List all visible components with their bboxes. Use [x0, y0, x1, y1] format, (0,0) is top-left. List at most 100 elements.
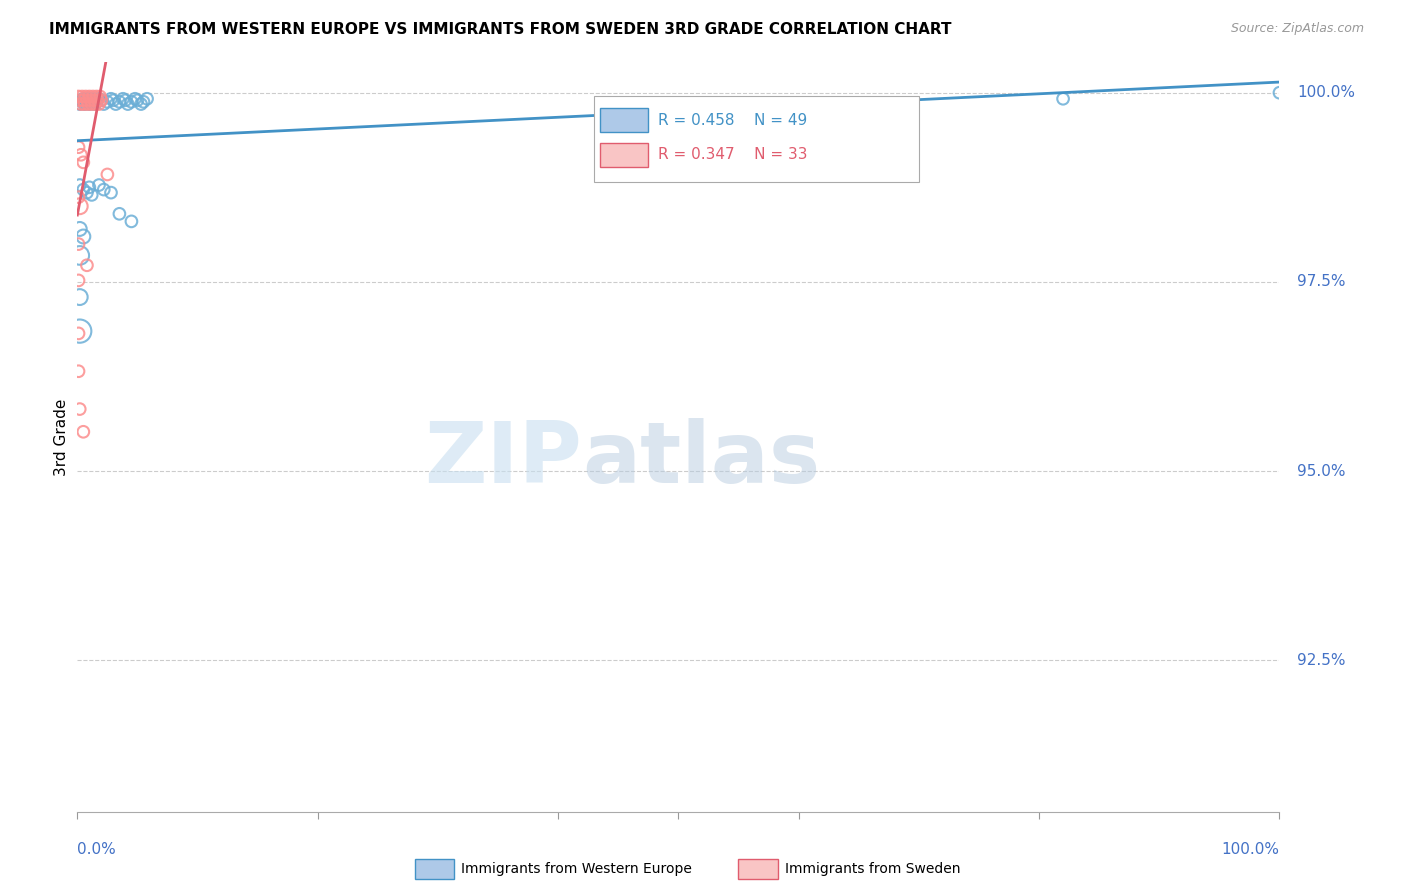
Point: [75, 89, 97, 103]
Point: [67, 364, 90, 378]
Point: [70, 93, 93, 107]
Point: [114, 93, 136, 107]
Point: [87, 93, 110, 107]
Point: [69, 93, 91, 107]
Point: [79, 89, 101, 103]
Text: IMMIGRANTS FROM WESTERN EUROPE VS IMMIGRANTS FROM SWEDEN 3RD GRADE CORRELATION C: IMMIGRANTS FROM WESTERN EUROPE VS IMMIGR…: [49, 22, 952, 37]
Point: [67, 273, 90, 287]
Point: [76, 93, 98, 107]
Point: [86, 95, 108, 109]
Y-axis label: 3rd Grade: 3rd Grade: [53, 399, 69, 475]
Point: [1052, 92, 1074, 106]
Point: [111, 92, 134, 106]
Point: [76, 258, 98, 272]
Point: [69, 290, 91, 304]
Point: [70, 95, 93, 109]
Point: [70, 148, 93, 162]
Point: [69, 324, 91, 338]
Point: [93, 183, 115, 197]
Bar: [595, 96, 920, 182]
Point: [70, 97, 93, 112]
Point: [77, 92, 100, 106]
Point: [120, 214, 142, 228]
Point: [104, 97, 127, 112]
Point: [80, 97, 103, 112]
Text: 100.0%: 100.0%: [1298, 86, 1355, 100]
Point: [96, 168, 118, 182]
Text: R = 0.347    N = 33: R = 0.347 N = 33: [658, 147, 807, 162]
Point: [80, 187, 103, 202]
Point: [120, 95, 142, 109]
Point: [67, 140, 90, 154]
Point: [67, 190, 90, 204]
Point: [86, 89, 108, 103]
Point: [108, 207, 131, 221]
Point: [132, 95, 155, 109]
Point: [73, 97, 96, 112]
Text: Source: ZipAtlas.com: Source: ZipAtlas.com: [1230, 22, 1364, 36]
Point: [90, 93, 112, 107]
Point: [84, 97, 107, 112]
Point: [89, 89, 111, 103]
Point: [72, 93, 94, 107]
Text: 92.5%: 92.5%: [1298, 653, 1346, 668]
Bar: [600, 108, 648, 132]
Text: atlas: atlas: [582, 418, 821, 501]
Point: [69, 248, 91, 262]
Point: [87, 178, 110, 192]
Point: [76, 186, 98, 200]
Point: [82, 92, 104, 106]
Point: [77, 97, 100, 112]
Text: ZIP: ZIP: [425, 418, 582, 501]
Point: [70, 89, 93, 103]
Point: [87, 97, 110, 112]
Point: [84, 93, 107, 107]
Point: [117, 97, 139, 112]
Point: [79, 97, 101, 112]
Point: [1268, 86, 1291, 100]
Point: [90, 93, 112, 107]
Point: [72, 155, 94, 169]
Point: [69, 402, 91, 417]
Text: 97.5%: 97.5%: [1298, 275, 1346, 289]
Point: [69, 178, 91, 192]
Point: [108, 95, 131, 109]
Bar: [600, 144, 648, 168]
Point: [93, 97, 115, 112]
Point: [79, 93, 101, 107]
Point: [80, 95, 103, 109]
Point: [100, 92, 122, 106]
Text: Immigrants from Western Europe: Immigrants from Western Europe: [461, 862, 692, 876]
Point: [83, 97, 105, 112]
Text: 95.0%: 95.0%: [1298, 464, 1346, 479]
Point: [73, 97, 96, 112]
Point: [79, 93, 101, 107]
Point: [72, 425, 94, 439]
Point: [75, 93, 97, 107]
Point: [69, 199, 91, 213]
Point: [100, 186, 122, 200]
Point: [72, 229, 94, 244]
Point: [72, 183, 94, 197]
Point: [136, 92, 159, 106]
Point: [103, 93, 125, 107]
Point: [82, 89, 104, 103]
Point: [79, 180, 101, 194]
Point: [83, 93, 105, 107]
Text: Immigrants from Sweden: Immigrants from Sweden: [785, 862, 960, 876]
Point: [124, 92, 146, 106]
Point: [69, 97, 91, 112]
Text: R = 0.458    N = 49: R = 0.458 N = 49: [658, 112, 807, 128]
Point: [76, 95, 98, 109]
Text: 0.0%: 0.0%: [77, 842, 117, 856]
Point: [87, 92, 110, 106]
Point: [96, 95, 118, 109]
Point: [129, 97, 152, 112]
Point: [67, 89, 90, 103]
Text: 100.0%: 100.0%: [1222, 842, 1279, 856]
Point: [67, 326, 90, 341]
Point: [127, 93, 149, 107]
Point: [72, 92, 94, 106]
Point: [67, 237, 90, 252]
Point: [69, 222, 91, 236]
